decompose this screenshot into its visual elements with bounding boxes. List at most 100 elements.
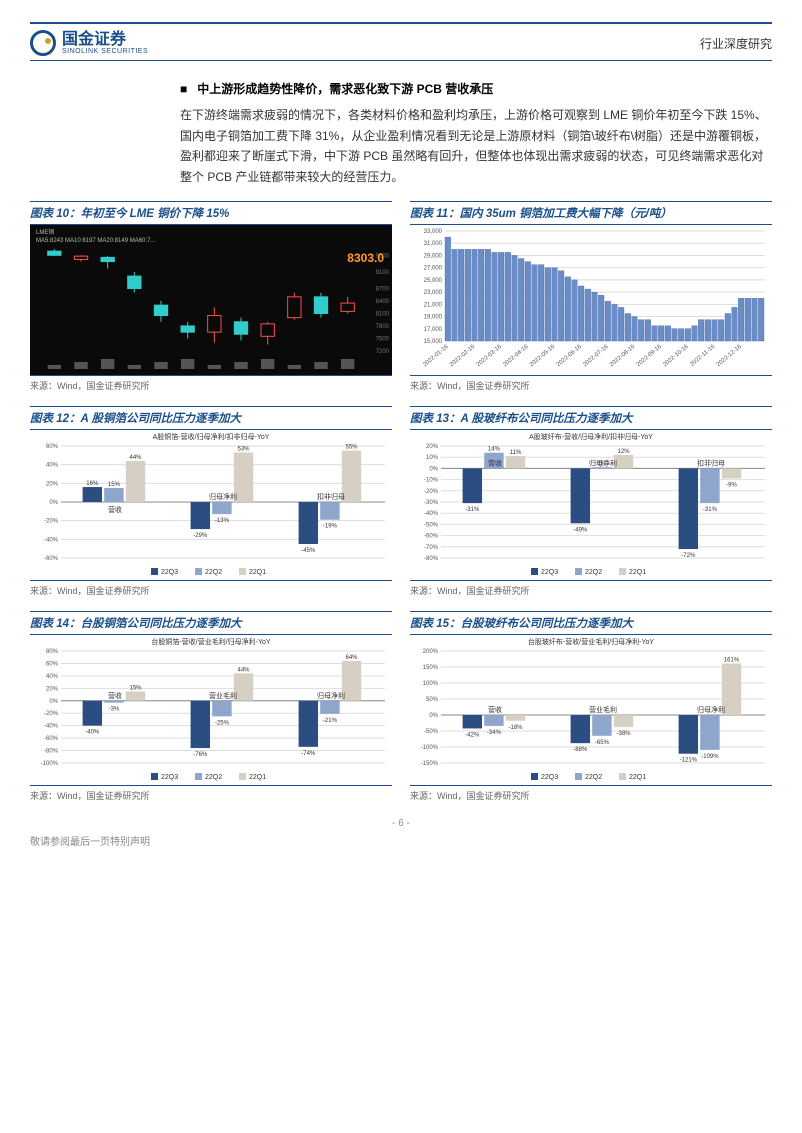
svg-text:50%: 50% <box>426 697 439 703</box>
svg-text:-40%: -40% <box>44 537 59 543</box>
svg-text:-13%: -13% <box>215 518 230 524</box>
svg-text:-30%: -30% <box>424 500 439 506</box>
svg-text:扣非归母: 扣非归母 <box>697 458 725 467</box>
svg-text:150%: 150% <box>423 665 439 671</box>
logo-icon <box>30 30 56 56</box>
svg-text:归母净利: 归母净利 <box>697 705 725 714</box>
svg-text:2022-07-16: 2022-07-16 <box>582 343 610 368</box>
svg-text:0%: 0% <box>429 466 438 472</box>
svg-text:-19%: -19% <box>323 524 338 530</box>
svg-text:0%: 0% <box>429 713 438 719</box>
svg-text:台股玻纤布-营收/营业毛利/归母净利-YoY: 台股玻纤布-营收/营业毛利/归母净利-YoY <box>528 637 654 646</box>
svg-text:22Q2: 22Q2 <box>205 569 222 576</box>
svg-text:营收: 营收 <box>488 705 502 714</box>
chart-14-source: 来源：Wind，国金证券研究所 <box>30 785 392 804</box>
svg-text:A股铜箔-营收/归母净利/扣非归母-YoY: A股铜箔-营收/归母净利/扣非归母-YoY <box>153 432 270 441</box>
svg-text:55%: 55% <box>346 445 359 451</box>
svg-text:-20%: -20% <box>44 711 59 717</box>
chart-11-body: 15,00017,00019,00021,00023,00025,00027,0… <box>410 225 772 375</box>
svg-text:20%: 20% <box>46 686 59 692</box>
svg-text:-3%: -3% <box>109 707 120 713</box>
svg-text:2022-12-16: 2022-12-16 <box>716 343 744 368</box>
chart-12-source: 来源：Wind，国金证券研究所 <box>30 580 392 599</box>
svg-text:14%: 14% <box>488 447 501 453</box>
svg-text:22Q3: 22Q3 <box>541 569 558 576</box>
svg-text:100%: 100% <box>423 681 439 687</box>
logo-cn: 国金证券 <box>62 32 148 48</box>
svg-text:10%: 10% <box>426 455 439 461</box>
chart-10-ma: MA5:8243 MA10:8197 MA20:8149 MA60:7... <box>36 237 155 245</box>
svg-text:台股铜箔-营收/营业毛利/归母净利-YoY: 台股铜箔-营收/营业毛利/归母净利-YoY <box>151 637 270 646</box>
chart-14: 图表 14：台股铜箔公司同比压力逐季加大 台股铜箔-营收/营业毛利/归母净利-Y… <box>30 611 392 804</box>
svg-text:-20%: -20% <box>424 489 439 495</box>
svg-text:20%: 20% <box>46 481 59 487</box>
svg-text:-34%: -34% <box>487 730 502 736</box>
svg-text:-121%: -121% <box>680 758 698 764</box>
svg-text:-50%: -50% <box>424 729 439 735</box>
svg-text:-20%: -20% <box>44 519 59 525</box>
svg-text:22Q3: 22Q3 <box>161 774 178 781</box>
svg-text:8400: 8400 <box>376 299 390 305</box>
svg-text:-80%: -80% <box>424 556 439 562</box>
svg-text:33,000: 33,000 <box>424 229 443 235</box>
svg-text:7500: 7500 <box>376 336 390 342</box>
svg-text:-60%: -60% <box>44 736 59 742</box>
chart-10-source: 来源：Wind，国金证券研究所 <box>30 375 392 394</box>
svg-text:-60%: -60% <box>424 534 439 540</box>
svg-text:2022-09-16: 2022-09-16 <box>636 343 664 368</box>
chart-12-body: A股铜箔-营收/归母净利/扣非归母-YoY-60%-40%-20%0%20%40… <box>30 430 392 580</box>
svg-text:-40%: -40% <box>44 724 59 730</box>
chart-15: 图表 15：台股玻纤布公司同比压力逐季加大 台股玻纤布-营收/营业毛利/归母净利… <box>410 611 772 804</box>
svg-text:11%: 11% <box>510 450 522 456</box>
svg-text:2022-01-16: 2022-01-16 <box>422 343 450 368</box>
svg-text:2022-02-16: 2022-02-16 <box>449 343 477 368</box>
svg-text:23,000: 23,000 <box>424 290 443 296</box>
svg-text:营业毛利: 营业毛利 <box>589 705 617 714</box>
svg-text:22Q1: 22Q1 <box>249 774 266 781</box>
svg-text:15%: 15% <box>130 685 143 691</box>
svg-text:-38%: -38% <box>617 731 632 737</box>
chart-11: 图表 11：国内 35um 铜箔加工费大幅下降（元/吨） 15,00017,00… <box>410 201 772 394</box>
svg-text:-150%: -150% <box>421 761 439 767</box>
chart-13: 图表 13：A 股玻纤布公司同比压力逐季加大 A股玻纤布-营收/归母净利/扣非归… <box>410 406 772 599</box>
svg-text:-21%: -21% <box>323 718 338 724</box>
svg-text:营收: 营收 <box>108 505 122 514</box>
svg-text:-50%: -50% <box>424 522 439 528</box>
svg-text:8100: 8100 <box>376 311 390 317</box>
svg-text:2022-11-16: 2022-11-16 <box>689 343 717 367</box>
chart-14-title: 图表 14：台股铜箔公司同比压力逐季加大 <box>30 611 392 635</box>
svg-text:44%: 44% <box>238 667 251 673</box>
svg-text:64%: 64% <box>346 655 359 661</box>
chart-13-body: A股玻纤布-营收/归母净利/扣非归母-YoY -80% -70% -60% -50% -4… <box>410 430 772 580</box>
svg-text:-109%: -109% <box>701 754 719 760</box>
svg-text:22Q2: 22Q2 <box>585 569 602 576</box>
svg-text:31,000: 31,000 <box>424 241 443 247</box>
svg-text:53%: 53% <box>238 446 251 452</box>
svg-text:60%: 60% <box>46 444 59 450</box>
section-body: 中上游形成趋势性降价，需求恶化致下游 PCB 营收承压 在下游终端需求疲弱的情况… <box>180 79 772 187</box>
svg-text:2022-03-16: 2022-03-16 <box>476 343 504 368</box>
svg-text:40%: 40% <box>46 674 59 680</box>
svg-text:营收: 营收 <box>108 691 122 700</box>
svg-text:27,000: 27,000 <box>424 266 443 272</box>
svg-text:-40%: -40% <box>424 511 439 517</box>
svg-text:44%: 44% <box>130 455 143 461</box>
svg-text:-65%: -65% <box>595 740 610 746</box>
chart-15-source: 来源：Wind，国金证券研究所 <box>410 785 772 804</box>
svg-text:2022-06-16: 2022-06-16 <box>556 343 584 368</box>
svg-text:扣非归母: 扣非归母 <box>317 492 345 501</box>
svg-text:A股玻纤布-营收/归母净利/扣非归母-YoY: A股玻纤布-营收/归母净利/扣非归母-YoY <box>529 432 653 441</box>
svg-text:-100%: -100% <box>421 745 439 751</box>
svg-text:-70%: -70% <box>424 545 439 551</box>
svg-text:7800: 7800 <box>376 324 390 330</box>
svg-text:-100%: -100% <box>41 761 59 767</box>
chart-13-title: 图表 13：A 股玻纤布公司同比压力逐季加大 <box>410 406 772 430</box>
svg-text:60%: 60% <box>46 661 59 667</box>
svg-text:-10%: -10% <box>424 478 439 484</box>
page-number: - 6 - <box>30 818 772 829</box>
chart-10-ticker: LME铜 <box>36 229 155 237</box>
chart-11-source: 来源：Wind，国金证券研究所 <box>410 375 772 394</box>
svg-text:25,000: 25,000 <box>424 278 443 284</box>
svg-text:22Q1: 22Q1 <box>629 569 646 576</box>
svg-text:2022-05-16: 2022-05-16 <box>529 343 557 368</box>
